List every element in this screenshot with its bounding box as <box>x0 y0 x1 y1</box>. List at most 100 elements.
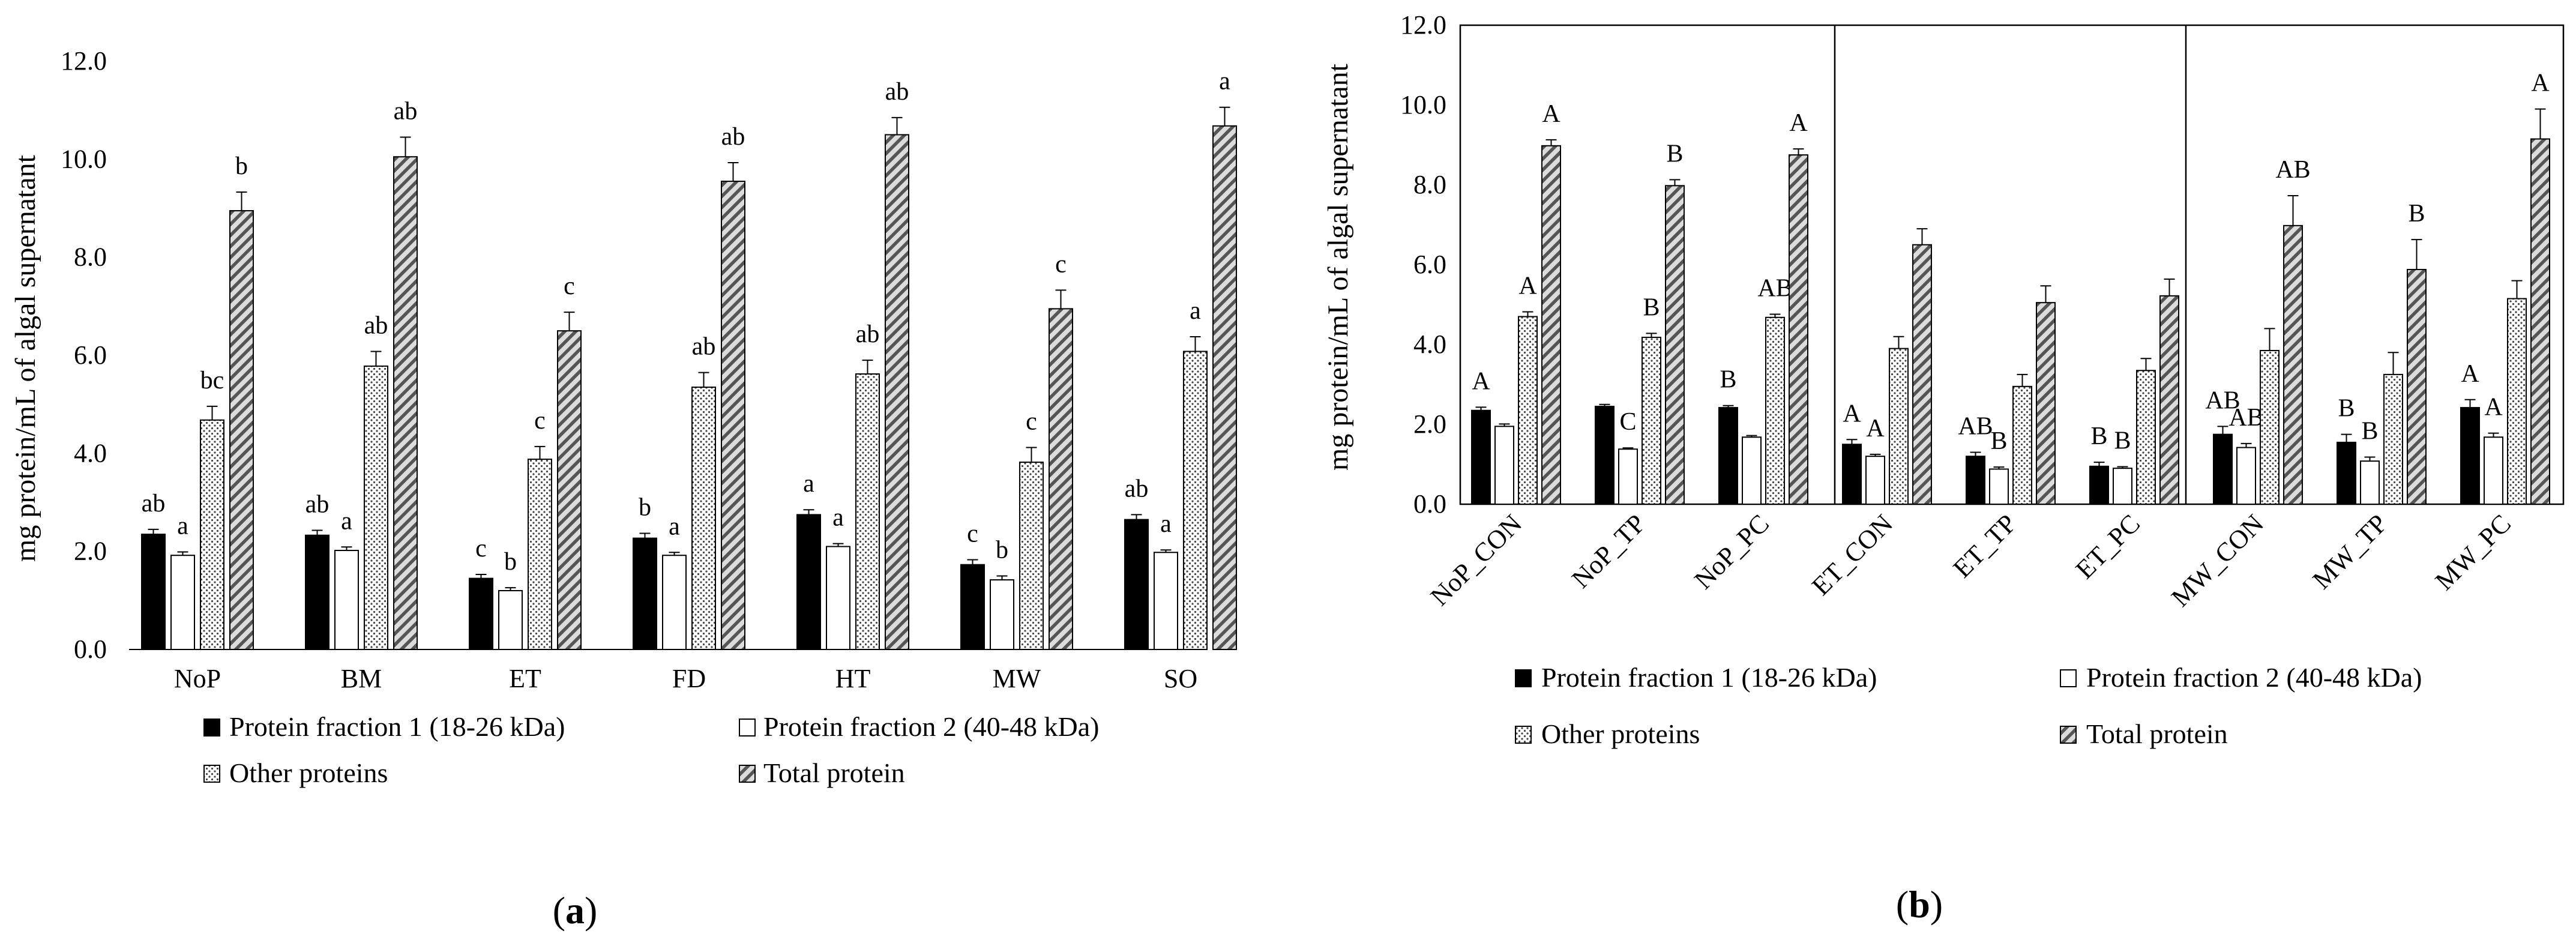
bar-a-ht-other-proteins <box>855 373 880 650</box>
sig-label-b-et-con-protein-fraction-2-40-48-kda: A <box>1866 415 1885 442</box>
chart-a-xtick-mw: MW <box>993 664 1041 693</box>
sig-label-a-et-total-protein: c <box>564 273 575 300</box>
legend-b-fraction2: Protein fraction 2 (40-48 kDa) <box>2086 662 2422 693</box>
chart-b-ytick-6-0: 6.0 <box>1413 250 1446 279</box>
sig-label-a-mw-total-protein: c <box>1055 250 1067 278</box>
bar-b-mw-pc-protein-fraction-1-18-26-kda <box>2460 407 2480 505</box>
bar-b-nop-con-total-protein <box>1541 145 1561 505</box>
legend-b-fraction1: Protein fraction 1 (18-26 kDa) <box>1541 662 1877 693</box>
sig-label-a-so-total-protein: a <box>1219 68 1230 95</box>
chart-a: mg protein/mL of algal supernatant 0.0 2.… <box>10 46 1237 932</box>
chart-b-ytick-2-0: 2.0 <box>1413 409 1446 439</box>
bar-b-mw-tp-protein-fraction-2-40-48-kda <box>2360 460 2380 505</box>
bar-b-mw-tp-total-protein <box>2407 268 2427 505</box>
chart-b-y-ticks: 0.0 2.0 4.0 6.0 8.0 10.0 12.0 <box>1400 10 1446 519</box>
bar-a-bm-total-protein <box>393 156 418 650</box>
sig-label-a-mw-protein-fraction-2-40-48-kda: b <box>996 536 1008 564</box>
bar-a-fd-other-proteins <box>691 387 716 650</box>
panel-b-label: (b) <box>1896 883 1943 926</box>
chart-b-x-ticks: NoP_CON NoP_TP NoP_PC ET_CON ET_TP ET_PC MW_CO… <box>1425 508 2517 612</box>
bar-b-nop-pc-total-protein <box>1789 154 1808 505</box>
bar-b-et-con-protein-fraction-1-18-26-kda <box>1842 444 1862 505</box>
bar-b-et-pc-total-protein <box>2159 295 2179 505</box>
bar-a-ht-total-protein <box>885 134 909 650</box>
chart-a-xtick-bm: BM <box>341 664 382 693</box>
bar-a-nop-protein-fraction-2-40-48-kda <box>170 555 195 650</box>
bar-a-so-protein-fraction-2-40-48-kda <box>1154 552 1178 650</box>
bar-b-et-con-total-protein <box>1912 244 1932 505</box>
sig-label-a-fd-other-proteins: ab <box>692 333 716 361</box>
bar-a-ht-protein-fraction-1-18-26-kda <box>796 514 821 650</box>
bar-a-nop-total-protein <box>229 210 254 650</box>
sig-label-a-bm-total-protein: ab <box>394 98 418 125</box>
chart-b-xtick-nop-con: NoP_CON <box>1425 508 1527 611</box>
sig-label-b-nop-tp-protein-fraction-2-40-48-kda: C <box>1619 408 1636 436</box>
chart-b-xtick-et-con: ET_CON <box>1806 508 1898 601</box>
bar-a-fd-protein-fraction-1-18-26-kda <box>633 537 657 650</box>
sig-label-b-mw-tp-protein-fraction-1-18-26-kda: B <box>2338 395 2355 423</box>
bar-a-so-other-proteins <box>1183 351 1208 650</box>
sig-label-a-bm-protein-fraction-2-40-48-kda: a <box>341 507 352 535</box>
sig-label-a-ht-total-protein: ab <box>885 78 909 106</box>
chart-b: mg protein/mL of algal supernatant 0.0 2.… <box>1322 10 2565 926</box>
legend-a-total: Total protein <box>763 758 905 788</box>
bar-b-mw-tp-protein-fraction-1-18-26-kda <box>2337 441 2356 505</box>
bar-b-mw-pc-protein-fraction-2-40-48-kda <box>2484 436 2503 505</box>
sig-label-a-ht-other-proteins: ab <box>856 321 880 348</box>
chart-b-plot-frame <box>1459 24 2565 505</box>
bar-b-nop-pc-protein-fraction-2-40-48-kda <box>1742 436 1762 505</box>
sig-label-a-mw-protein-fraction-1-18-26-kda: c <box>967 520 978 548</box>
chart-a-ytick-6-0: 6.0 <box>74 340 107 370</box>
sig-label-a-so-other-proteins: a <box>1190 297 1201 325</box>
chart-a-y-ticks: 0.0 2.0 4.0 6.0 8.0 10.0 12.0 <box>61 46 107 664</box>
legend-b-swatch-fraction1 <box>1515 669 1532 687</box>
chart-a-xtick-nop: NoP <box>174 664 221 693</box>
sig-label-b-mw-pc-protein-fraction-1-18-26-kda: A <box>2461 360 2479 388</box>
sig-label-b-nop-pc-protein-fraction-1-18-26-kda: B <box>1720 366 1736 394</box>
legend-a-fraction2: Protein fraction 2 (40-48 kDa) <box>763 711 1100 742</box>
bar-a-bm-other-proteins <box>364 365 388 650</box>
legend-a-swatch-fraction2 <box>739 719 756 737</box>
sig-label-a-nop-protein-fraction-1-18-26-kda: ab <box>142 490 166 517</box>
chart-a-xtick-ht: HT <box>835 664 871 693</box>
sig-label-b-et-con-protein-fraction-1-18-26-kda: A <box>1843 400 1861 427</box>
bar-b-et-tp-protein-fraction-1-18-26-kda <box>1966 456 1985 505</box>
sig-label-a-et-protein-fraction-1-18-26-kda: c <box>475 535 487 562</box>
sig-label-a-fd-protein-fraction-1-18-26-kda: b <box>639 493 651 521</box>
sig-label-a-nop-protein-fraction-2-40-48-kda: a <box>177 512 188 540</box>
bar-b-nop-pc-protein-fraction-1-18-26-kda <box>1718 407 1738 505</box>
sig-label-a-nop-total-protein: b <box>235 152 248 180</box>
bar-a-mw-protein-fraction-1-18-26-kda <box>960 564 985 650</box>
chart-a-legend: Protein fraction 1 (18-26 kDa) Protein f… <box>203 711 1100 788</box>
sig-label-b-mw-con-protein-fraction-2-40-48-kda: AB <box>2228 404 2263 432</box>
bar-a-mw-protein-fraction-2-40-48-kda <box>990 579 1014 651</box>
sig-label-a-mw-other-proteins: c <box>1026 408 1037 436</box>
bar-a-so-protein-fraction-1-18-26-kda <box>1124 519 1149 651</box>
chart-b-ytick-0-0: 0.0 <box>1413 489 1446 519</box>
bar-b-et-pc-other-proteins <box>2136 370 2156 505</box>
chart-b-y-axis-label: mg protein/mL of algal supernatant <box>1322 63 1354 471</box>
sig-label-b-et-tp-protein-fraction-2-40-48-kda: B <box>1990 427 2007 455</box>
bar-a-fd-total-protein <box>721 181 745 650</box>
bar-b-et-pc-protein-fraction-1-18-26-kda <box>2089 465 2109 505</box>
chart-b-ytick-12-0: 12.0 <box>1400 10 1446 40</box>
chart-a-ytick-2-0: 2.0 <box>74 537 107 566</box>
sig-label-b-nop-tp-total-protein: B <box>1666 140 1683 167</box>
sig-label-b-mw-con-total-protein: AB <box>2275 156 2310 184</box>
bar-a-ht-protein-fraction-2-40-48-kda <box>826 546 850 650</box>
chart-b-ytick-8-0: 8.0 <box>1413 170 1446 199</box>
chart-b-xtick-nop-pc: NoP_PC <box>1688 508 1775 595</box>
sig-label-b-nop-con-total-protein: A <box>1542 100 1560 128</box>
bar-b-et-con-other-proteins <box>1889 348 1909 505</box>
sig-label-b-mw-con-protein-fraction-1-18-26-kda: AB <box>2205 387 2240 414</box>
chart-b-xtick-mw-con: MW_CON <box>2165 508 2269 612</box>
bar-a-nop-protein-fraction-1-18-26-kda <box>141 534 166 650</box>
bar-b-mw-tp-other-proteins <box>2383 373 2403 505</box>
bar-a-bm-protein-fraction-2-40-48-kda <box>334 550 359 651</box>
sig-label-b-nop-pc-total-protein: A <box>1789 109 1808 137</box>
bar-a-bm-protein-fraction-1-18-26-kda <box>305 534 330 651</box>
bar-b-et-pc-protein-fraction-2-40-48-kda <box>2113 468 2132 505</box>
bar-b-et-tp-protein-fraction-2-40-48-kda <box>1989 468 2009 505</box>
legend-b-other: Other proteins <box>1541 719 1700 749</box>
